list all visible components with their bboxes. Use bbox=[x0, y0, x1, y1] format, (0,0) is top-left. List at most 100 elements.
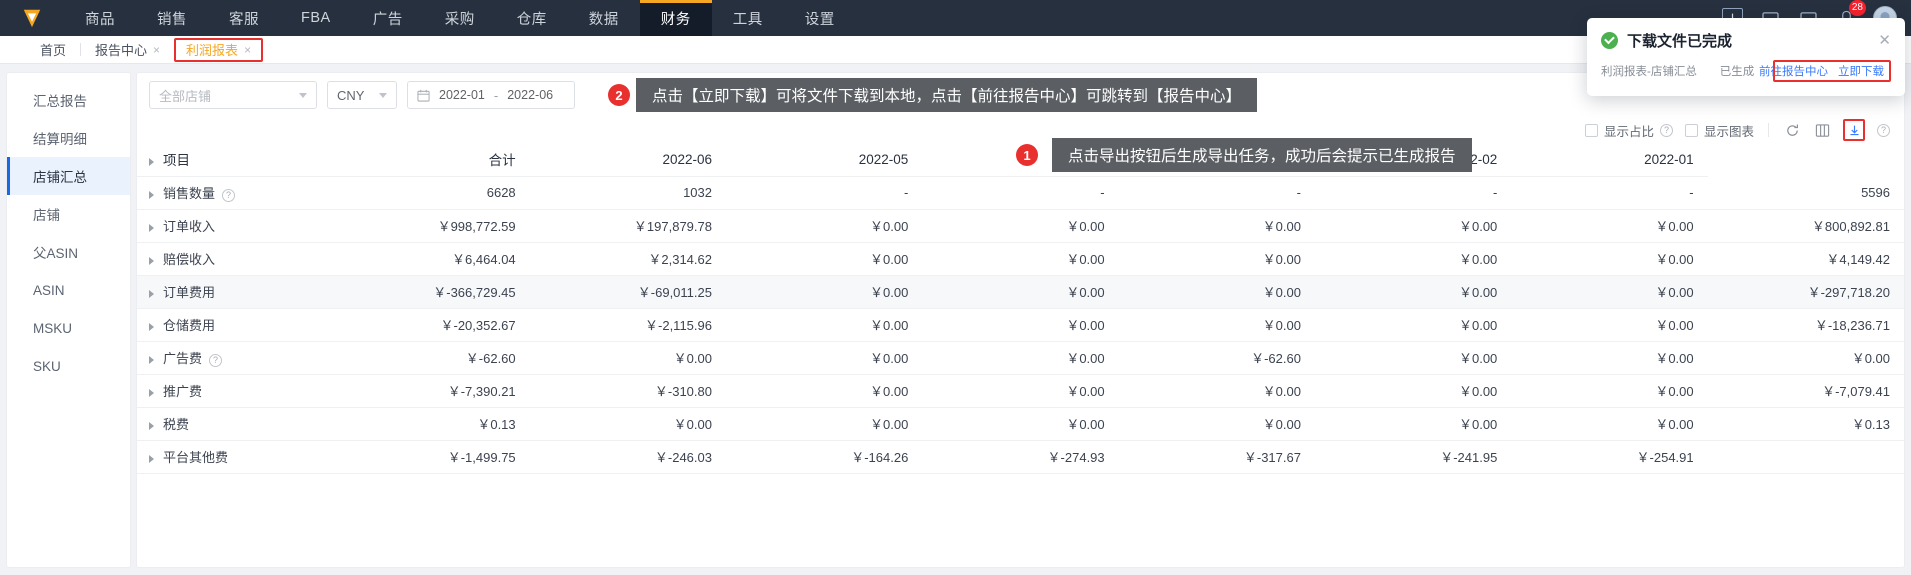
row-label: 税费 bbox=[163, 417, 190, 432]
nav-item-1[interactable]: 销售 bbox=[136, 0, 208, 36]
currency-select[interactable]: CNY bbox=[327, 81, 397, 109]
question-circle-icon[interactable]: ? bbox=[222, 189, 236, 202]
table-row[interactable]: 平台其他费 ￥-1,499.75 ￥-246.03 ￥-164.26 ￥-274.93 ￥… bbox=[137, 440, 1904, 474]
show-ratio-label: 显示占比 bbox=[1603, 124, 1654, 139]
report-sidebar: 汇总报告结算明细店铺汇总 店铺 父ASIN ASIN MSKU SKU bbox=[6, 72, 131, 568]
success-check-icon bbox=[1601, 32, 1618, 49]
refresh-icon[interactable] bbox=[1783, 121, 1801, 139]
app-logo[interactable] bbox=[0, 0, 64, 36]
table-cell-value: ￥0.00 bbox=[922, 407, 1119, 441]
store-select[interactable]: 全部店铺 bbox=[149, 81, 317, 109]
row-label: 订单收入 bbox=[163, 219, 216, 234]
caret-right-icon[interactable] bbox=[149, 355, 154, 364]
table-cell-item-label: 推广费 bbox=[137, 374, 334, 408]
table-row[interactable]: 仓储费用 ￥-20,352.67 ￥-2,115.96 ￥0.00 ￥0.00 ￥0.00… bbox=[137, 308, 1904, 342]
shield-logo-icon bbox=[23, 9, 41, 28]
question-circle-icon[interactable]: ? bbox=[209, 354, 223, 367]
download-now-link[interactable]: 立即下载 bbox=[1838, 66, 1884, 78]
tab-item-label: 首页 bbox=[40, 43, 67, 58]
toolbar-help-icon[interactable]: ? bbox=[1877, 123, 1890, 137]
caret-right-icon[interactable] bbox=[149, 223, 154, 232]
nav-item-3[interactable]: FBA bbox=[280, 0, 352, 36]
nav-item-8[interactable]: 财务 bbox=[639, 0, 712, 36]
nav-item-label: 采购 bbox=[444, 11, 475, 28]
nav-item-5[interactable]: 采购 bbox=[424, 0, 496, 36]
table-row[interactable]: 赔偿收入 ￥6,464.04 ￥2,314.62 ￥0.00 ￥0.00 ￥0.00 ￥0.… bbox=[137, 242, 1904, 276]
download-popup-header: 下载文件已完成 ✕ bbox=[1601, 30, 1891, 51]
table-row[interactable]: 广告费? ￥-62.60 ￥0.00 ￥0.00 ￥0.00 ￥-62.60 ￥0.00 ￥0… bbox=[137, 341, 1904, 375]
table-cell-value: ￥0.00 bbox=[1314, 242, 1512, 276]
close-icon[interactable]: ✕ bbox=[1878, 32, 1891, 49]
sidebar-item-2[interactable]: 店铺汇总 bbox=[7, 157, 130, 195]
table-cell-value: ￥0.00 bbox=[922, 374, 1119, 408]
report-content-panel: 全部店铺 CNY 2022-01 - 2022-06 bbox=[136, 72, 1905, 568]
nav-item-label: 仓库 bbox=[516, 11, 547, 28]
nav-item-10[interactable]: 设置 bbox=[784, 0, 856, 36]
nav-item-2[interactable]: 客服 bbox=[208, 0, 280, 36]
question-circle-icon[interactable]: ? bbox=[1659, 123, 1673, 137]
sidebar-item-5[interactable]: ASIN bbox=[7, 271, 130, 309]
row-label: 仓储费用 bbox=[163, 318, 216, 333]
goto-report-center-link[interactable]: 前往报告中心 bbox=[1759, 66, 1828, 78]
tab-item-0[interactable]: 首页 bbox=[26, 39, 80, 61]
sidebar-item-1[interactable]: 结算明细 bbox=[7, 119, 130, 157]
tab-item-2[interactable]: 利润报表 × bbox=[174, 37, 264, 62]
export-download-button[interactable] bbox=[1843, 119, 1865, 141]
table-cell-item-label: 平台其他费 bbox=[137, 440, 334, 474]
tab-close-icon[interactable]: × bbox=[153, 42, 161, 57]
refresh-glyph bbox=[1786, 124, 1798, 136]
sidebar-item-label: 结算明细 bbox=[33, 132, 87, 147]
table-row[interactable]: 推广费 ￥-7,390.21 ￥-310.80 ￥0.00 ￥0.00 ￥0.00 ￥0.0… bbox=[137, 374, 1904, 408]
table-row[interactable]: 订单费用 ￥-366,729.45 ￥-69,011.25 ￥0.00 ￥0.00 ￥0.… bbox=[137, 275, 1904, 309]
top-nav-items: 商品 销售 客服 FBA 广告 采购 仓库 数据 财务 工具 设置 bbox=[64, 0, 856, 36]
table-cell-value: ￥998,772.59 bbox=[333, 209, 530, 243]
table-column-header-1: 合计 bbox=[333, 143, 530, 177]
table-cell-value: ￥0.00 bbox=[1511, 341, 1708, 375]
table-row[interactable]: 销售数量? 6628 1032- - - - -5596 bbox=[137, 176, 1904, 210]
nav-item-label: 商品 bbox=[85, 11, 115, 28]
nav-item-label: 财务 bbox=[660, 11, 691, 28]
sidebar-item-3[interactable]: 店铺 bbox=[7, 195, 130, 233]
tab-close-icon[interactable]: × bbox=[244, 42, 252, 57]
table-cell-value: ￥0.00 bbox=[1118, 209, 1315, 243]
table-cell-value: ￥800,892.81 bbox=[1707, 209, 1904, 243]
caret-right-icon[interactable] bbox=[149, 421, 154, 430]
date-range-picker[interactable]: 2022-01 - 2022-06 bbox=[407, 81, 575, 109]
table-cell-value: ￥-274.93 bbox=[922, 440, 1119, 474]
table-cell-value: ￥-2,115.96 bbox=[529, 308, 726, 342]
report-table: 项目合计2022-062022-052022-042022-032022-022… bbox=[137, 143, 1904, 474]
caret-right-icon[interactable] bbox=[149, 289, 154, 298]
sidebar-item-7[interactable]: SKU bbox=[7, 347, 130, 385]
table-cell-value: ￥-20,352.67 bbox=[333, 308, 530, 342]
report-table-wrapper: 项目合计2022-062022-052022-042022-032022-022… bbox=[137, 143, 1904, 474]
table-cell-value: ￥-241.95 bbox=[1314, 440, 1512, 474]
column-settings-icon[interactable] bbox=[1813, 121, 1831, 139]
table-cell-item-label: 销售数量? bbox=[137, 176, 334, 210]
table-cell-value: ￥0.00 bbox=[1314, 341, 1512, 375]
nav-item-9[interactable]: 工具 bbox=[712, 0, 784, 36]
sidebar-item-4[interactable]: 父ASIN bbox=[7, 233, 130, 271]
table-row[interactable]: 税费 ￥0.13 ￥0.00 ￥0.00 ￥0.00 ￥0.00 ￥0.00 ￥0.00 ￥0.… bbox=[137, 407, 1904, 441]
nav-item-0[interactable]: 商品 bbox=[64, 0, 136, 36]
callout-badge-2: 2 bbox=[608, 84, 630, 106]
sidebar-item-6[interactable]: MSKU bbox=[7, 309, 130, 347]
caret-right-icon[interactable] bbox=[149, 157, 154, 166]
caret-right-icon[interactable] bbox=[149, 322, 154, 331]
table-cell-value: ￥0.00 bbox=[1511, 209, 1708, 243]
table-cell-value: ￥0.00 bbox=[922, 275, 1119, 309]
table-cell-value: ￥4,149.42 bbox=[1707, 242, 1904, 276]
nav-item-4[interactable]: 广告 bbox=[352, 0, 424, 36]
tab-item-1[interactable]: 报告中心 × bbox=[81, 39, 174, 61]
caret-right-icon[interactable] bbox=[149, 190, 154, 199]
show-chart-checkbox[interactable]: 显示图表 bbox=[1684, 121, 1754, 140]
sidebar-item-0[interactable]: 汇总报告 bbox=[7, 81, 130, 119]
table-column-header-3: 2022-05 bbox=[725, 143, 923, 177]
nav-item-7[interactable]: 数据 bbox=[568, 0, 640, 36]
caret-right-icon[interactable] bbox=[149, 256, 154, 265]
caret-right-icon[interactable] bbox=[149, 454, 154, 463]
caret-right-icon[interactable] bbox=[149, 388, 154, 397]
nav-item-6[interactable]: 仓库 bbox=[496, 0, 568, 36]
show-ratio-checkbox[interactable]: 显示占比 ? bbox=[1584, 121, 1673, 140]
table-row[interactable]: 订单收入 ￥998,772.59 ￥197,879.78 ￥0.00 ￥0.00 ￥0.0… bbox=[137, 209, 1904, 243]
table-cell-value: ￥0.00 bbox=[1118, 242, 1315, 276]
